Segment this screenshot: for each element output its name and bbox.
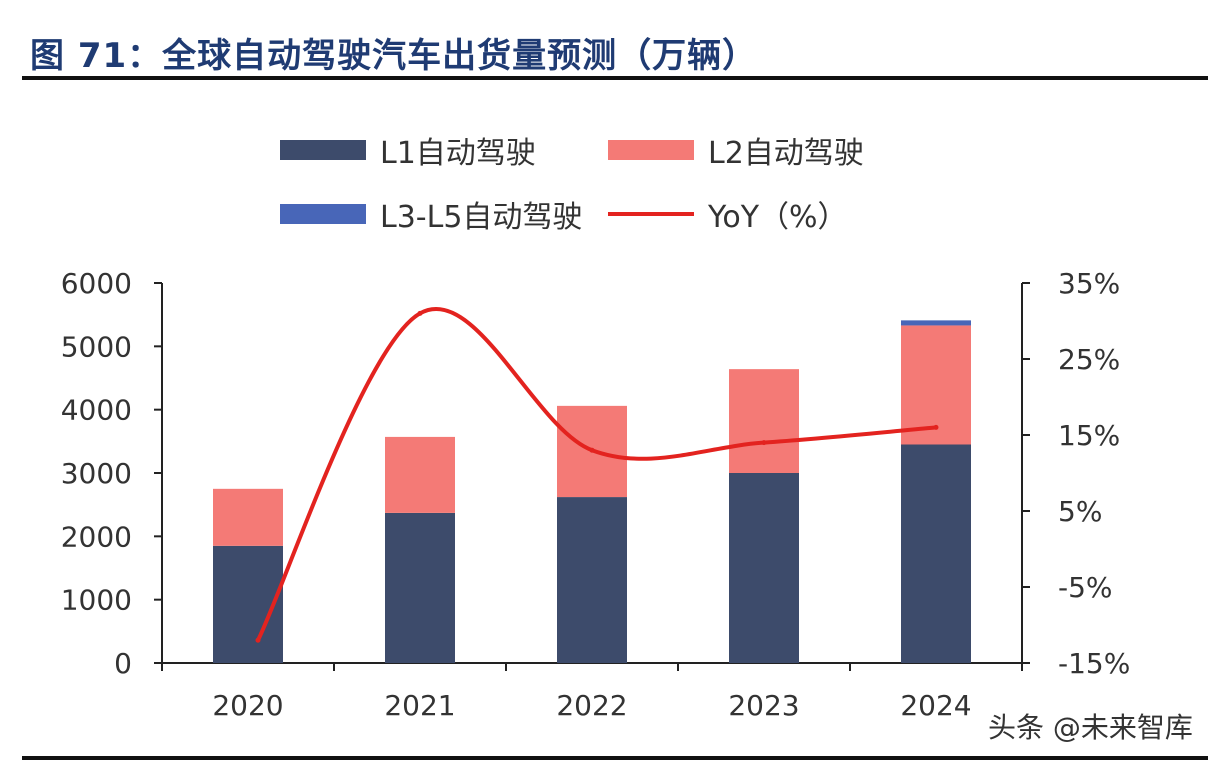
- legend-l2: L2自动驾驶: [608, 128, 864, 172]
- legend-l1-swatch: [280, 140, 366, 160]
- bar-l35: [901, 320, 971, 326]
- yoy-point: [417, 310, 423, 316]
- bar-l1: [557, 497, 627, 663]
- title-rule: [22, 76, 1208, 80]
- y-tick-label-left: 6000: [61, 267, 132, 300]
- legend-l1: L1自动驾驶: [280, 128, 536, 172]
- y-tick-label-right: 35%: [1058, 267, 1120, 300]
- legend-l35-swatch: [280, 204, 366, 224]
- bar-l1: [901, 444, 971, 663]
- bar-l1: [385, 512, 455, 663]
- y-tick-label-right: 15%: [1058, 419, 1120, 452]
- legend-l1-label: L1自动驾驶: [380, 136, 536, 171]
- yoy-point: [255, 637, 261, 643]
- chart-title: 图 71：全球自动驾驶汽车出货量预测（万辆）: [30, 36, 758, 76]
- bar-l2: [385, 436, 455, 513]
- yoy-point: [761, 440, 767, 446]
- bar-l2: [901, 325, 971, 445]
- yoy-line: [256, 307, 938, 643]
- y-tick-label-left: 1000: [61, 584, 132, 617]
- yoy-point: [589, 447, 595, 453]
- y-tick-label-left: 5000: [61, 330, 132, 363]
- y-tick-label-right: -5%: [1058, 571, 1113, 604]
- y-tick-label-right: 25%: [1058, 343, 1120, 376]
- x-tick-label: 2024: [900, 689, 971, 722]
- legend-l35: L3-L5自动驾驶: [280, 192, 582, 236]
- bottom-rule: [22, 756, 1208, 760]
- yoy-point: [933, 424, 939, 430]
- x-tick-label: 2020: [212, 689, 283, 722]
- x-tick-label: 2021: [384, 689, 455, 722]
- legend-l2-label: L2自动驾驶: [708, 136, 864, 171]
- legend-l2-swatch: [608, 140, 694, 160]
- bar-l2: [729, 369, 799, 473]
- y-tick-label-left: 0: [114, 647, 132, 680]
- legend-yoy-line: [608, 212, 694, 216]
- y-tick-label-right: -15%: [1058, 647, 1130, 680]
- x-tick-label: 2022: [556, 689, 627, 722]
- x-tick-label: 2023: [728, 689, 799, 722]
- y-tick-label-left: 4000: [61, 394, 132, 427]
- watermark: 头条 @未来智库: [982, 704, 1199, 748]
- legend-yoy: YoY（%）: [608, 192, 848, 236]
- bar-l2: [213, 488, 283, 546]
- y-tick-label-left: 3000: [61, 457, 132, 490]
- legend-yoy-label: YoY（%）: [708, 200, 848, 235]
- bar-l1: [729, 473, 799, 663]
- y-tick-label-left: 2000: [61, 520, 132, 553]
- legend-l35-label: L3-L5自动驾驶: [380, 200, 583, 235]
- y-tick-label-right: 5%: [1058, 495, 1102, 528]
